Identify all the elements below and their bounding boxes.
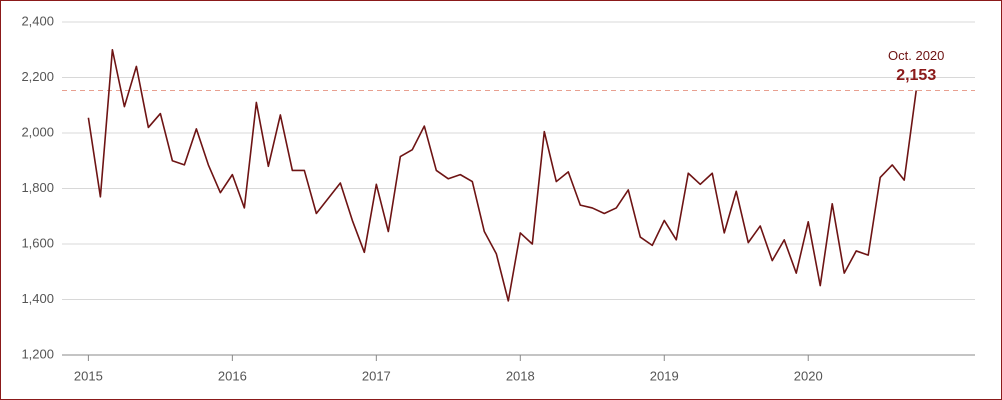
x-tick-label: 2015: [74, 368, 103, 383]
x-tick-label: 2017: [362, 368, 391, 383]
y-tick-label: 2,400: [21, 13, 54, 28]
x-tick-label: 2020: [794, 368, 823, 383]
y-tick-label: 1,800: [21, 180, 54, 195]
annotation-label: Oct. 2020: [888, 48, 944, 63]
y-tick-label: 1,400: [21, 291, 54, 306]
y-tick-label: 2,200: [21, 69, 54, 84]
data-line: [87, 48, 918, 302]
annotation-value: 2,153: [896, 67, 936, 84]
y-tick-label: 1,200: [21, 346, 54, 361]
x-tick-label: 2018: [506, 368, 535, 383]
x-tick-label: 2019: [650, 368, 679, 383]
x-tick-label: 2016: [218, 368, 247, 383]
y-tick-label: 2,000: [21, 124, 54, 139]
y-tick-label: 1,600: [21, 235, 54, 250]
